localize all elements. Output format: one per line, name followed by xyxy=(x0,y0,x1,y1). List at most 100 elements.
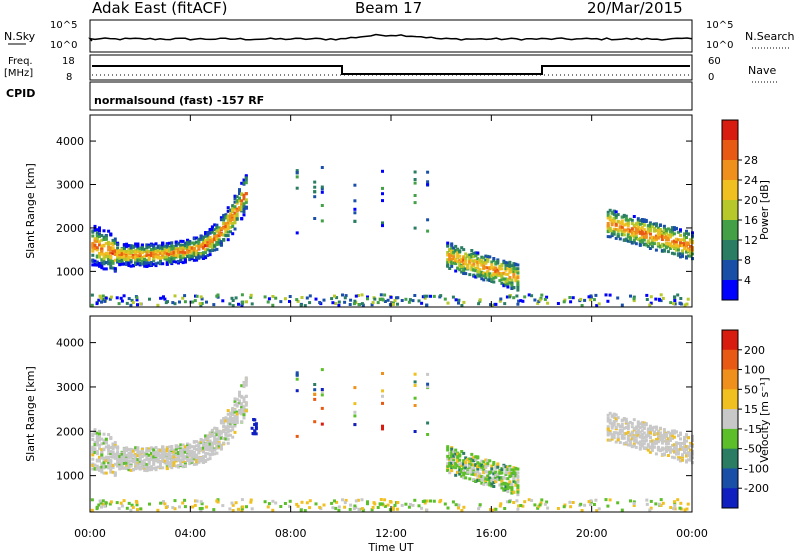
echo-cell xyxy=(165,462,169,466)
echo-cell xyxy=(426,182,430,186)
echo-cell xyxy=(626,224,630,228)
echo-cell xyxy=(210,432,214,436)
echo-cell xyxy=(648,428,652,432)
echo-cell xyxy=(425,294,429,298)
echo-cell xyxy=(679,244,682,248)
echo-cell xyxy=(170,251,174,255)
echo-cell xyxy=(490,303,494,307)
echo-cell xyxy=(472,478,476,481)
echo-cell xyxy=(109,470,113,474)
echo-cell xyxy=(99,501,103,505)
echo-cell xyxy=(636,433,640,437)
echo-cell xyxy=(233,214,237,218)
echo-cell xyxy=(674,226,678,230)
echo-cell xyxy=(480,465,484,469)
echo-cell xyxy=(161,244,165,248)
echo-cell xyxy=(118,254,122,258)
echo-cell xyxy=(662,248,666,252)
echo-cell xyxy=(179,454,183,458)
echo-cell xyxy=(502,476,506,480)
echo-cell xyxy=(107,241,111,245)
echo-cell xyxy=(242,407,246,411)
echo-cell xyxy=(632,232,636,235)
echo-cell xyxy=(149,458,153,462)
echo-cell xyxy=(608,218,612,222)
echo-cell xyxy=(504,282,508,286)
echo-cell xyxy=(240,406,244,410)
echo-cell xyxy=(102,261,106,265)
echo-cell xyxy=(608,229,612,232)
echo-cell xyxy=(152,466,156,470)
echo-cell xyxy=(240,181,244,185)
echo-cell xyxy=(606,224,610,228)
echo-cell xyxy=(632,504,636,507)
echo-cell xyxy=(482,460,486,464)
echo-cell xyxy=(122,459,126,462)
echo-cell xyxy=(589,294,593,298)
echo-cell xyxy=(504,472,508,476)
nsky-label: N.Sky xyxy=(4,30,36,43)
echo-cell xyxy=(229,417,232,421)
echo-cell xyxy=(636,221,640,225)
echo-cell xyxy=(320,393,324,397)
echo-cell xyxy=(423,294,427,298)
echo-cell xyxy=(683,232,686,236)
echo-cell xyxy=(654,222,658,226)
echo-cell xyxy=(122,250,126,254)
echo-cell xyxy=(685,241,688,245)
echo-cell xyxy=(488,275,492,279)
echo-cell xyxy=(95,464,99,468)
echo-cell xyxy=(231,206,235,210)
echo-cell xyxy=(423,501,427,505)
echo-cell xyxy=(486,266,490,270)
echo-cell xyxy=(188,242,192,246)
echo-cell xyxy=(206,238,210,241)
echo-cell xyxy=(456,452,460,456)
echo-cell xyxy=(348,303,352,306)
echo-cell xyxy=(543,502,547,506)
echo-cell xyxy=(606,416,610,420)
echo-cell xyxy=(263,295,267,299)
echo-cell xyxy=(156,448,160,452)
echo-cell xyxy=(235,415,239,419)
echo-cell xyxy=(660,438,664,442)
echo-cell xyxy=(451,500,455,504)
echo-cell xyxy=(201,254,205,258)
echo-cell xyxy=(450,243,454,247)
echo-cell xyxy=(113,471,117,475)
echo-cell xyxy=(235,418,239,422)
echo-cell xyxy=(681,445,684,449)
echo-cell xyxy=(646,240,650,244)
echo-cell xyxy=(95,231,99,235)
echo-cell xyxy=(147,258,151,261)
echo-cell xyxy=(490,482,494,486)
echo-cell xyxy=(230,501,234,505)
echo-cell xyxy=(662,232,666,236)
echo-cell xyxy=(666,442,670,446)
echo-cell xyxy=(140,244,144,248)
echo-cell xyxy=(654,236,658,240)
echo-cell xyxy=(458,472,462,476)
echo-cell xyxy=(620,428,624,432)
echo-cell xyxy=(480,481,484,485)
echo-cell xyxy=(165,258,169,262)
echo-cell xyxy=(454,269,458,273)
echo-cell xyxy=(120,255,124,259)
echo-cell xyxy=(163,455,167,459)
echo-cell xyxy=(244,401,248,405)
echo-cell xyxy=(386,503,390,507)
echo-cell xyxy=(195,249,199,253)
echo-cell xyxy=(168,247,171,251)
echo-cell xyxy=(626,235,630,239)
echo-cell xyxy=(660,446,664,450)
echo-cell xyxy=(494,464,498,468)
echo-cell xyxy=(642,235,646,239)
echo-cell xyxy=(138,453,142,456)
echo-cell xyxy=(462,269,466,273)
echo-cell xyxy=(131,245,135,249)
echo-cell xyxy=(498,471,502,475)
echo-cell xyxy=(113,456,117,460)
echo-cell xyxy=(109,455,113,459)
echo-cell xyxy=(687,436,690,440)
